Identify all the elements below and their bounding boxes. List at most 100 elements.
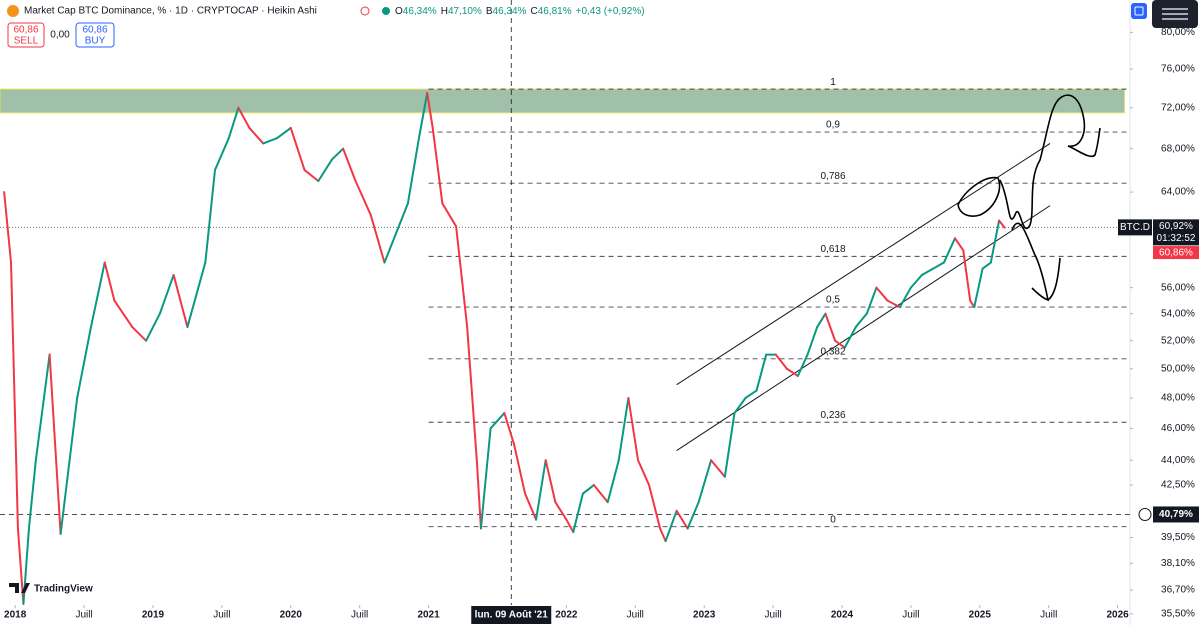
price-segment xyxy=(572,492,584,534)
y-tick-label: 64,00% xyxy=(1161,187,1195,198)
price-segment xyxy=(503,412,516,446)
countdown: 01:32:52 xyxy=(1157,233,1196,244)
price-segment xyxy=(524,492,538,521)
price-segment xyxy=(824,312,837,342)
price-segment xyxy=(886,299,901,309)
channel-line xyxy=(676,143,1051,386)
price-segment xyxy=(606,459,620,504)
x-tick-label: Juill xyxy=(902,610,919,621)
price-segment xyxy=(854,312,868,329)
fib-label: 0 xyxy=(830,514,836,525)
price-segment xyxy=(354,179,372,216)
price-segment xyxy=(875,286,889,302)
settings-icon xyxy=(1162,8,1188,20)
price-segment xyxy=(544,459,557,504)
price-segment xyxy=(962,249,972,302)
price-segment xyxy=(131,326,148,342)
price-segment xyxy=(565,518,575,534)
y-tick-label: 56,00% xyxy=(1161,282,1195,293)
channel-line xyxy=(676,205,1051,451)
y-tick-label: 36,70% xyxy=(1161,585,1195,596)
price-segment xyxy=(406,137,420,205)
x-tick-label: 2024 xyxy=(831,610,854,621)
scribble-circle xyxy=(957,176,1001,217)
price-segment xyxy=(431,126,444,205)
y-tick-label: 46,00% xyxy=(1161,423,1195,434)
logo-icon xyxy=(9,583,30,593)
price-segment xyxy=(383,237,396,264)
x-tick-label: 2022 xyxy=(555,610,578,621)
fib-label: 0,9 xyxy=(826,120,840,131)
price-segment xyxy=(843,326,857,349)
price-segment xyxy=(317,158,334,182)
ohlc-value: 47,10% xyxy=(448,6,482,17)
price-segment xyxy=(710,459,726,478)
bid-price-label: 60,86% xyxy=(1159,248,1193,259)
price-segment xyxy=(213,137,230,172)
price-segment xyxy=(59,396,79,535)
price-segment xyxy=(227,106,240,140)
fib-label: 0,786 xyxy=(820,171,845,182)
x-tick-label: 2026 xyxy=(1106,610,1129,621)
x-tick-label: Juill xyxy=(213,610,230,621)
x-tick-label: Juill xyxy=(764,610,781,621)
y-tick-label: 35,50% xyxy=(1161,609,1195,620)
ohlc-value: 46,34% xyxy=(493,6,527,17)
price-segment xyxy=(834,339,846,349)
alert-dot[interactable] xyxy=(360,6,370,16)
ohlc-value: 46,81% xyxy=(538,6,572,17)
price-segment xyxy=(342,147,357,182)
price-segment xyxy=(733,396,747,415)
price-segment xyxy=(34,353,51,462)
symbol-label: BTC.D xyxy=(1120,222,1150,233)
price-segment xyxy=(648,484,662,530)
price-segment xyxy=(369,213,386,264)
crosshair-add xyxy=(1138,507,1152,521)
price-segment xyxy=(489,412,506,430)
price-segment xyxy=(158,273,175,315)
price-segment xyxy=(806,326,819,356)
header-title: Market Cap BTC Dominance, % · 1D · CRYPT… xyxy=(24,6,317,17)
price-segment xyxy=(659,527,667,543)
price-segment xyxy=(331,147,345,161)
price-segment xyxy=(475,459,482,530)
price-segment xyxy=(581,484,595,495)
price-segment xyxy=(637,459,651,487)
symbol-tag xyxy=(1118,219,1152,236)
price-segment xyxy=(998,219,1006,229)
sell-label: SELL xyxy=(14,36,39,47)
price-segment xyxy=(262,137,278,145)
buy-price: 60,86 xyxy=(82,25,107,36)
price-segment xyxy=(617,396,630,462)
sell-button[interactable] xyxy=(7,22,45,48)
fullscreen-icon xyxy=(1134,6,1144,16)
fib-label: 0,5 xyxy=(826,295,840,306)
fullscreen-button[interactable] xyxy=(1131,3,1147,19)
price-segment xyxy=(723,412,736,478)
crosshair-y-label: 40,79% xyxy=(1159,509,1193,520)
price-segment xyxy=(204,169,216,264)
x-tick-label: Juill xyxy=(75,610,92,621)
x-tick-label: 2020 xyxy=(280,610,303,621)
price-segment xyxy=(981,261,992,270)
price-segment xyxy=(113,299,134,329)
sell-price: 60,86 xyxy=(13,25,38,36)
y-tick-label: 38,10% xyxy=(1161,558,1195,569)
fib-label: 0,236 xyxy=(820,410,845,421)
price-segment xyxy=(172,273,189,329)
y-tick-label: 50,00% xyxy=(1161,363,1195,374)
price-segment xyxy=(237,106,251,129)
price-segment xyxy=(865,286,878,315)
buy-button[interactable] xyxy=(75,22,115,48)
price-segment xyxy=(417,92,429,140)
price-segment xyxy=(535,459,547,521)
y-tick-label: 44,00% xyxy=(1161,455,1195,466)
price-segment xyxy=(89,261,106,329)
price-segment xyxy=(816,312,827,329)
last-price-tag xyxy=(1153,219,1199,246)
fib-label: 0,618 xyxy=(820,244,845,255)
price-segment xyxy=(973,267,984,309)
price-segment xyxy=(785,367,799,377)
price-segment xyxy=(627,396,640,462)
